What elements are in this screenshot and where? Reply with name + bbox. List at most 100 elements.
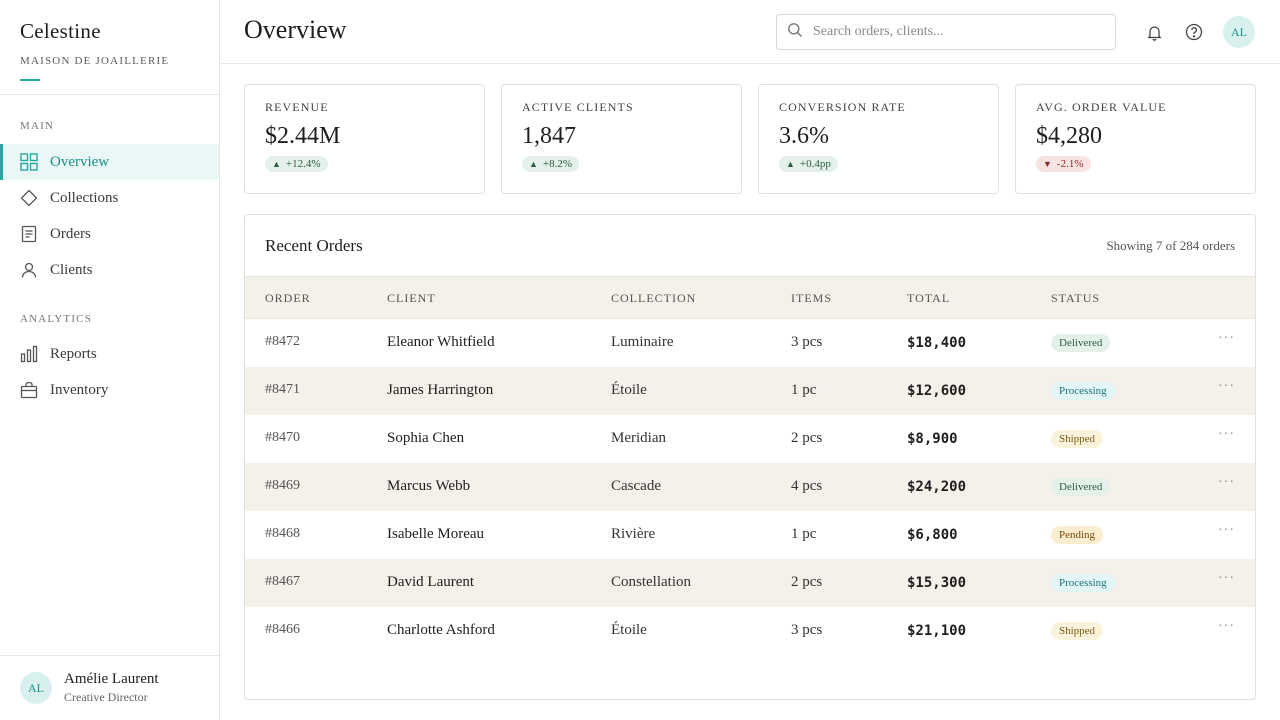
order-total: $24,200 — [907, 479, 967, 495]
kpi-delta-badge: ▲ +0.4pp — [779, 156, 838, 172]
brand-block: Celestine MAISON DE JOAILLERIE — [0, 0, 219, 95]
kpi-delta-badge: ▼ -2.1% — [1036, 156, 1091, 172]
table-row[interactable]: #8470 Sophia Chen Meridian 2 pcs $8,900 … — [245, 415, 1255, 463]
triangle-down-icon: ▼ — [1043, 159, 1052, 169]
more-options-icon[interactable]: ··· — [1218, 571, 1235, 586]
table-row[interactable]: #8467 David Laurent Constellation 2 pcs … — [245, 559, 1255, 607]
table-row[interactable]: #8471 James Harrington Étoile 1 pc $12,6… — [245, 367, 1255, 415]
collection-name: Luminaire — [611, 334, 674, 350]
table-row[interactable]: #8472 Eleanor Whitfield Luminaire 3 pcs … — [245, 319, 1255, 367]
bell-icon[interactable] — [1144, 22, 1164, 42]
kpi-value: 1,847 — [522, 123, 576, 149]
status-badge: Pending — [1051, 526, 1104, 544]
sidebar-item-label: Reports — [50, 345, 97, 362]
nav-section-analytics: ANALYTICS — [20, 313, 93, 325]
sidebar-item-clients[interactable]: Clients — [0, 252, 219, 288]
help-icon[interactable] — [1184, 22, 1204, 42]
sidebar-item-label: Collections — [50, 189, 119, 206]
kpi-value: $2.44M — [265, 123, 341, 149]
more-options-icon[interactable]: ··· — [1218, 619, 1235, 634]
brand-underline — [20, 79, 40, 81]
status-badge: Shipped — [1051, 430, 1104, 448]
profile-role: Creative Director — [64, 690, 148, 704]
kpi-card-revenue: REVENUE $2.44M ▲ +12.4% — [244, 84, 485, 194]
sidebar-item-label: Overview — [50, 153, 110, 170]
collection-name: Constellation — [611, 574, 691, 590]
order-id: #8467 — [265, 574, 300, 589]
brand-name: Celestine — [20, 19, 101, 43]
order-id: #8471 — [265, 382, 300, 397]
kpi-card-avg-order-value: AVG. ORDER VALUE $4,280 ▼ -2.1% — [1015, 84, 1256, 194]
kpi-card-conversion-rate: CONVERSION RATE 3.6% ▲ +0.4pp — [758, 84, 999, 194]
column-header-order[interactable]: ORDER — [265, 291, 311, 305]
more-options-icon[interactable]: ··· — [1218, 475, 1235, 490]
kpi-delta: +0.4pp — [799, 158, 831, 170]
kpi-card-active-clients: ACTIVE CLIENTS 1,847 ▲ +8.2% — [501, 84, 742, 194]
column-header-collection[interactable]: COLLECTION — [611, 291, 697, 305]
kpi-label: REVENUE — [265, 100, 329, 114]
client-name: Marcus Webb — [387, 478, 471, 494]
sidebar-item-collections[interactable]: Collections — [0, 180, 219, 216]
collection-name: Rivière — [611, 526, 656, 542]
order-id: #8472 — [265, 334, 300, 349]
client-name: Sophia Chen — [387, 430, 465, 446]
kpi-delta: +12.4% — [285, 158, 321, 170]
order-total: $8,900 — [907, 431, 958, 447]
sidebar-item-label: Clients — [50, 261, 93, 278]
search-icon — [787, 22, 803, 43]
client-name: Eleanor Whitfield — [387, 334, 495, 350]
sidebar-item-inventory[interactable]: Inventory — [0, 372, 219, 408]
grid-icon — [20, 153, 38, 171]
triangle-up-icon: ▲ — [786, 159, 795, 169]
sidebar-item-orders[interactable]: Orders — [0, 216, 219, 252]
order-id: #8466 — [265, 622, 300, 637]
table-header: ORDER CLIENT COLLECTION ITEMS TOTAL STAT… — [245, 276, 1255, 319]
column-header-total[interactable]: TOTAL — [907, 291, 951, 305]
search-box[interactable] — [776, 14, 1116, 50]
more-options-icon[interactable]: ··· — [1218, 523, 1235, 538]
sidebar-item-overview[interactable]: Overview — [0, 144, 219, 180]
order-total: $21,100 — [907, 623, 967, 639]
order-total: $6,800 — [907, 527, 958, 543]
recent-orders-panel: Recent Orders Showing 7 of 284 orders OR… — [244, 214, 1256, 700]
search-input[interactable] — [813, 24, 1103, 40]
kpi-value: 3.6% — [779, 123, 829, 149]
table-row[interactable]: #8468 Isabelle Moreau Rivière 1 pc $6,80… — [245, 511, 1255, 559]
page-title: Overview — [244, 15, 347, 44]
sidebar: Celestine MAISON DE JOAILLERIE MAIN Over… — [0, 0, 220, 720]
table-row[interactable]: #8466 Charlotte Ashford Étoile 3 pcs $21… — [245, 607, 1255, 655]
kpi-label: ACTIVE CLIENTS — [522, 100, 634, 114]
profile-name: Amélie Laurent — [64, 671, 159, 687]
user-icon — [20, 261, 38, 279]
bar-chart-icon — [20, 345, 38, 363]
item-count: 1 pc — [791, 526, 817, 542]
column-header-client[interactable]: CLIENT — [387, 291, 436, 305]
table-row[interactable]: #8469 Marcus Webb Cascade 4 pcs $24,200 … — [245, 463, 1255, 511]
nav-section-main: MAIN — [20, 120, 55, 132]
more-options-icon[interactable]: ··· — [1218, 331, 1235, 346]
client-name: David Laurent — [387, 574, 475, 590]
order-total: $18,400 — [907, 335, 967, 351]
collection-name: Étoile — [611, 382, 647, 398]
item-count: 3 pcs — [791, 334, 823, 350]
kpi-label: AVG. ORDER VALUE — [1036, 100, 1167, 114]
account-avatar[interactable]: AL — [1223, 16, 1255, 48]
avatar: AL — [20, 672, 52, 704]
column-header-items[interactable]: ITEMS — [791, 291, 832, 305]
item-count: 2 pcs — [791, 574, 823, 590]
item-count: 3 pcs — [791, 622, 823, 638]
more-options-icon[interactable]: ··· — [1218, 427, 1235, 442]
triangle-up-icon: ▲ — [272, 159, 281, 169]
client-name: James Harrington — [387, 382, 494, 398]
collection-name: Cascade — [611, 478, 661, 494]
status-badge: Delivered — [1051, 478, 1111, 496]
kpi-delta: -2.1% — [1056, 158, 1084, 170]
more-options-icon[interactable]: ··· — [1218, 379, 1235, 394]
column-header-status[interactable]: STATUS — [1051, 291, 1101, 305]
status-badge: Delivered — [1051, 334, 1111, 352]
top-bar: Overview AL — [220, 0, 1280, 64]
order-total: $15,300 — [907, 575, 967, 591]
user-profile[interactable]: AL Amélie Laurent Creative Director — [0, 655, 219, 720]
sidebar-item-reports[interactable]: Reports — [0, 336, 219, 372]
kpi-value: $4,280 — [1036, 123, 1102, 149]
